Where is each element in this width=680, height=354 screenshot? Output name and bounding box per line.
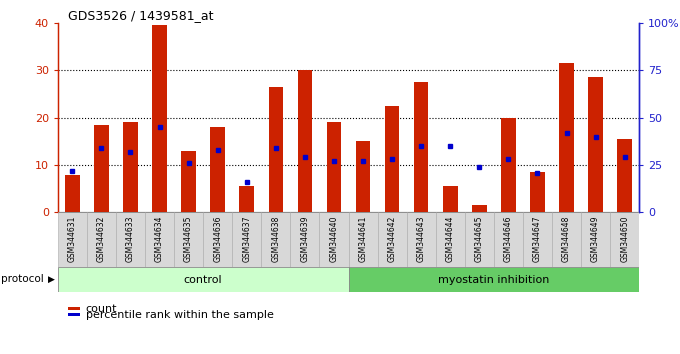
Text: GSM344645: GSM344645	[475, 215, 483, 262]
Bar	[356, 141, 371, 212]
Bar	[210, 127, 225, 212]
Bar	[436, 212, 465, 267]
Text: GSM344646: GSM344646	[504, 215, 513, 262]
Bar	[501, 118, 515, 212]
Text: GSM344634: GSM344634	[155, 215, 164, 262]
Text: GDS3526 / 1439581_at: GDS3526 / 1439581_at	[68, 9, 214, 22]
Bar	[407, 212, 436, 267]
Bar	[494, 212, 523, 267]
Bar	[326, 122, 341, 212]
Text: GSM344642: GSM344642	[388, 215, 396, 262]
Bar	[87, 212, 116, 267]
Text: GSM344647: GSM344647	[533, 215, 542, 262]
Bar	[182, 151, 196, 212]
Bar	[232, 212, 261, 267]
Bar	[58, 267, 348, 292]
Bar	[443, 186, 458, 212]
Bar	[588, 78, 603, 212]
Text: myostatin inhibition: myostatin inhibition	[438, 275, 549, 285]
Bar	[385, 106, 399, 212]
Bar	[581, 212, 610, 267]
Text: GSM344635: GSM344635	[184, 215, 193, 262]
Text: GSM344648: GSM344648	[562, 215, 571, 262]
Bar	[348, 267, 639, 292]
Text: GSM344631: GSM344631	[68, 215, 77, 262]
Bar	[174, 212, 203, 267]
Text: GSM344636: GSM344636	[214, 215, 222, 262]
Bar	[348, 212, 377, 267]
Bar	[58, 212, 87, 267]
Text: GSM344633: GSM344633	[126, 215, 135, 262]
Bar	[559, 63, 574, 212]
Bar	[320, 212, 348, 267]
Bar	[298, 70, 312, 212]
Text: GSM344649: GSM344649	[591, 215, 600, 262]
Bar	[523, 212, 552, 267]
Text: GSM344641: GSM344641	[358, 215, 367, 262]
Bar	[290, 212, 320, 267]
Bar	[94, 125, 109, 212]
Bar	[261, 212, 290, 267]
Bar	[465, 212, 494, 267]
Text: GSM344632: GSM344632	[97, 215, 106, 262]
Bar	[116, 212, 145, 267]
Bar	[269, 87, 283, 212]
Text: GSM344650: GSM344650	[620, 215, 629, 262]
Text: control: control	[184, 275, 222, 285]
Bar	[239, 186, 254, 212]
Text: count: count	[86, 304, 117, 314]
Text: GSM344637: GSM344637	[242, 215, 251, 262]
Bar	[145, 212, 174, 267]
Text: ▶: ▶	[48, 275, 55, 284]
Text: GSM344640: GSM344640	[330, 215, 339, 262]
Text: GSM344644: GSM344644	[446, 215, 455, 262]
Bar	[65, 175, 80, 212]
Bar	[617, 139, 632, 212]
Text: protocol: protocol	[1, 274, 44, 284]
Text: GSM344643: GSM344643	[417, 215, 426, 262]
Text: percentile rank within the sample: percentile rank within the sample	[86, 310, 273, 320]
Bar	[530, 172, 545, 212]
Bar	[203, 212, 232, 267]
Bar	[377, 212, 407, 267]
Bar	[472, 205, 487, 212]
Text: GSM344639: GSM344639	[301, 215, 309, 262]
Bar	[552, 212, 581, 267]
Bar	[414, 82, 428, 212]
Text: GSM344638: GSM344638	[271, 215, 280, 262]
Bar	[610, 212, 639, 267]
Bar	[123, 122, 138, 212]
Bar	[152, 25, 167, 212]
